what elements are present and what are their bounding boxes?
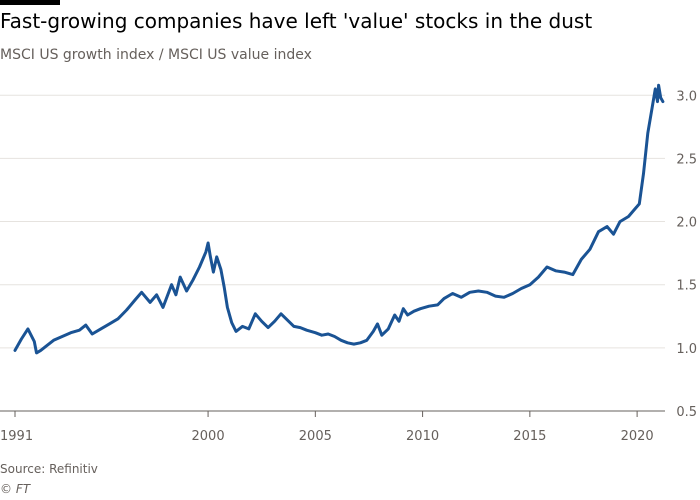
x-axis — [0, 410, 665, 417]
y-tick-label: 3.0 — [676, 89, 697, 104]
series-line — [13, 83, 665, 355]
chart-title: Fast-growing companies have left 'value'… — [0, 9, 593, 33]
line-chart: 0.5 1.0 1.5 2.0 2.5 3.0 1991 2000 2005 2010 2015 2… — [0, 83, 697, 444]
x-axis-labels: 1991 2000 2005 2010 2015 2020 — [0, 429, 654, 444]
x-tick-label: 1991 — [0, 429, 33, 444]
x-tick-label: 2005 — [299, 429, 332, 444]
x-tick-label: 2000 — [192, 429, 225, 444]
y-tick-label: 2.5 — [676, 152, 697, 167]
y-tick-label: 2.0 — [676, 216, 697, 231]
x-tick-label: 2015 — [513, 429, 546, 444]
y-tick-label: 1.0 — [676, 342, 697, 357]
series-layer — [13, 83, 665, 355]
x-tick-label: 2020 — [621, 429, 654, 444]
x-tick-label: 2010 — [406, 429, 439, 444]
chart-subtitle: MSCI US growth index / MSCI US value ind… — [0, 47, 312, 63]
y-tick-label: 0.5 — [676, 405, 697, 420]
gridlines — [0, 94, 665, 349]
credit-note: © FT — [0, 482, 31, 496]
y-axis-labels: 0.5 1.0 1.5 2.0 2.5 3.0 — [676, 89, 697, 420]
brand-bar — [0, 0, 60, 5]
source-note: Source: Refinitiv — [0, 462, 98, 476]
y-tick-label: 1.5 — [676, 279, 697, 294]
